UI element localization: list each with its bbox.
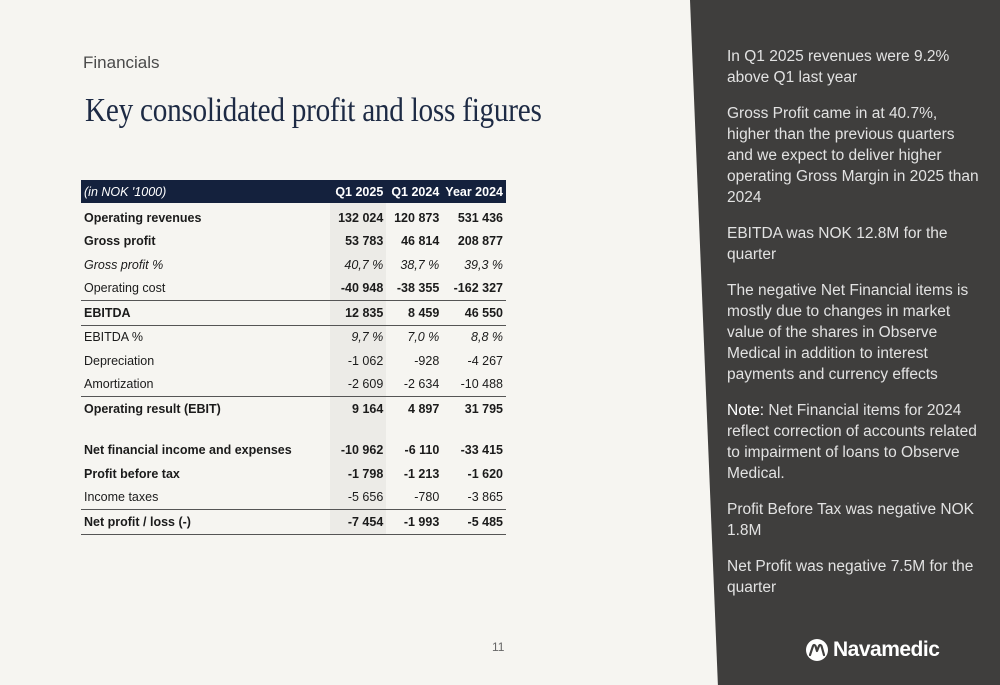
cell-year-2024: -33 415 xyxy=(460,443,503,458)
cell-q1-2024: -6 110 xyxy=(404,443,440,458)
commentary-panel xyxy=(690,0,1000,685)
table-row: Operating result (EBIT) 9 164 4 897 31 7… xyxy=(81,396,506,421)
cell-q1-2024: -1 213 xyxy=(403,466,440,481)
cell-q1-2024: -780 xyxy=(386,485,443,510)
commentary-revenue: In Q1 2025 revenues were 9.2% above Q1 l… xyxy=(727,48,950,86)
cell-year-2024: -10 488 xyxy=(442,372,506,397)
commentary-net-profit: Net Profit was negative 7.5M for the qua… xyxy=(727,558,974,596)
row-label: Depreciation xyxy=(84,353,155,368)
row-label: Gross profit xyxy=(84,234,156,249)
page-title: Key consolidated profit and loss figures xyxy=(85,92,542,129)
row-label: Income taxes xyxy=(81,485,331,510)
section-label: Financials xyxy=(83,53,160,72)
cell-q1-2024: -38 355 xyxy=(386,276,443,301)
note-lead: Note: xyxy=(727,402,765,419)
cell-year-2024: -4 267 xyxy=(467,353,503,368)
cell-year-2024: 208 877 xyxy=(457,234,503,249)
cell-year-2024: 46 550 xyxy=(442,300,506,326)
cell-year-2024: -3 865 xyxy=(442,485,506,510)
row-label: Operating cost xyxy=(81,276,331,301)
commentary-bullets: In Q1 2025 revenues were 9.2% above Q1 l… xyxy=(727,46,979,613)
table-row: Operating revenues 132 024 120 873 531 4… xyxy=(81,203,506,230)
column-header-q1-2025: Q1 2025 xyxy=(330,180,387,203)
spacer-row xyxy=(81,420,506,439)
table-header-row: (in NOK '1000) Q1 2025 Q1 2024 Year 2024 xyxy=(81,180,506,203)
profit-loss-table: (in NOK '1000) Q1 2025 Q1 2024 Year 2024… xyxy=(81,180,506,535)
row-label: Profit before tax xyxy=(84,466,180,481)
row-label: Gross profit % xyxy=(84,257,164,272)
cell-q1-2025: -7 454 xyxy=(330,509,387,535)
spacer-cell xyxy=(81,421,330,439)
table-row: EBITDA % 9,7 % 7,0 % 8,8 % xyxy=(81,325,506,349)
row-label: EBITDA % xyxy=(84,330,144,345)
row-label: Amortization xyxy=(81,372,331,397)
table-row: EBITDA 12 835 8 459 46 550 xyxy=(81,300,506,326)
cell-year-2024: 39,3 % xyxy=(464,257,503,272)
cell-q1-2024: 120 873 xyxy=(394,210,440,225)
cell-year-2024: -5 485 xyxy=(442,509,506,535)
table-row: Net financial income and expenses -10 96… xyxy=(81,438,506,462)
table-row: Amortization -2 609 -2 634 -10 488 xyxy=(81,372,506,397)
commentary-ebitda: EBITDA was NOK 12.8M for the quarter xyxy=(727,225,948,263)
cell-q1-2025: -40 948 xyxy=(330,276,387,301)
cell-year-2024: -1 620 xyxy=(467,466,503,481)
cell-q1-2024: -928 xyxy=(414,353,440,368)
cell-year-2024: 31 795 xyxy=(464,401,503,416)
cell-q1-2024: -1 993 xyxy=(386,509,443,535)
cell-q1-2025: -1 062 xyxy=(330,349,387,373)
table-row: Gross profit % 40,7 % 38,7 % 39,3 % xyxy=(81,253,506,277)
cell-q1-2025: 53 783 xyxy=(330,229,387,253)
commentary-gross-profit: Gross Profit came in at 40.7%, higher th… xyxy=(727,105,979,206)
logo-text: Navamedic xyxy=(833,638,940,661)
page-number: 11 xyxy=(492,640,505,654)
row-label: Operating revenues xyxy=(84,210,202,225)
table-row: Income taxes -5 656 -780 -3 865 xyxy=(81,485,506,510)
note-text: Net Financial items for 2024 reflect cor… xyxy=(727,402,977,482)
cell-q1-2025: 132 024 xyxy=(330,203,387,230)
navamedic-logo: Navamedic xyxy=(806,638,940,662)
cell-q1-2024: 8 459 xyxy=(386,300,443,326)
cell-q1-2024: 38,7 % xyxy=(400,257,440,272)
cell-q1-2025: 12 835 xyxy=(330,300,387,326)
cell-q1-2024: 7,0 % xyxy=(407,330,440,345)
spacer-cell xyxy=(442,421,506,439)
cell-q1-2025: 9,7 % xyxy=(330,325,387,349)
table-row: Profit before tax -1 798 -1 213 -1 620 xyxy=(81,462,506,486)
column-header-q1-2024: Q1 2024 xyxy=(386,180,443,203)
row-label: EBITDA xyxy=(81,300,331,326)
cell-q1-2025: -1 798 xyxy=(330,462,387,486)
cell-q1-2025: -2 609 xyxy=(330,372,387,397)
row-label: Net financial income and expenses xyxy=(84,443,292,458)
row-label: Operating result (EBIT) xyxy=(84,401,221,416)
cell-q1-2025: -5 656 xyxy=(330,485,387,510)
navamedic-logo-icon xyxy=(806,639,828,661)
cell-q1-2025: 40,7 % xyxy=(330,253,387,277)
cell-q1-2024: -2 634 xyxy=(386,372,443,397)
cell-q1-2025: 9 164 xyxy=(330,396,387,421)
cell-q1-2025: -10 962 xyxy=(330,438,387,462)
row-label: Net profit / loss (-) xyxy=(81,509,331,535)
cell-year-2024: 8,8 % xyxy=(471,330,503,345)
commentary-net-financial: The negative Net Financial items is most… xyxy=(727,282,969,383)
column-header-unit: (in NOK '1000) xyxy=(81,180,331,203)
cell-year-2024: -162 327 xyxy=(442,276,506,301)
spacer-cell xyxy=(386,421,442,439)
table-row: Gross profit 53 783 46 814 208 877 xyxy=(81,229,506,253)
cell-q1-2024: 46 814 xyxy=(401,234,440,249)
table-row: Depreciation -1 062 -928 -4 267 xyxy=(81,349,506,373)
table-row: Net profit / loss (-) -7 454 -1 993 -5 4… xyxy=(81,509,506,535)
column-header-year-2024: Year 2024 xyxy=(442,180,506,203)
commentary-note: Note: Net Financial items for 2024 refle… xyxy=(727,400,979,484)
commentary-profit-before-tax: Profit Before Tax was negative NOK 1.8M xyxy=(727,501,974,539)
spacer-cell xyxy=(330,420,387,439)
cell-year-2024: 531 436 xyxy=(457,210,503,225)
table-row: Operating cost -40 948 -38 355 -162 327 xyxy=(81,276,506,301)
cell-q1-2024: 4 897 xyxy=(408,401,440,416)
